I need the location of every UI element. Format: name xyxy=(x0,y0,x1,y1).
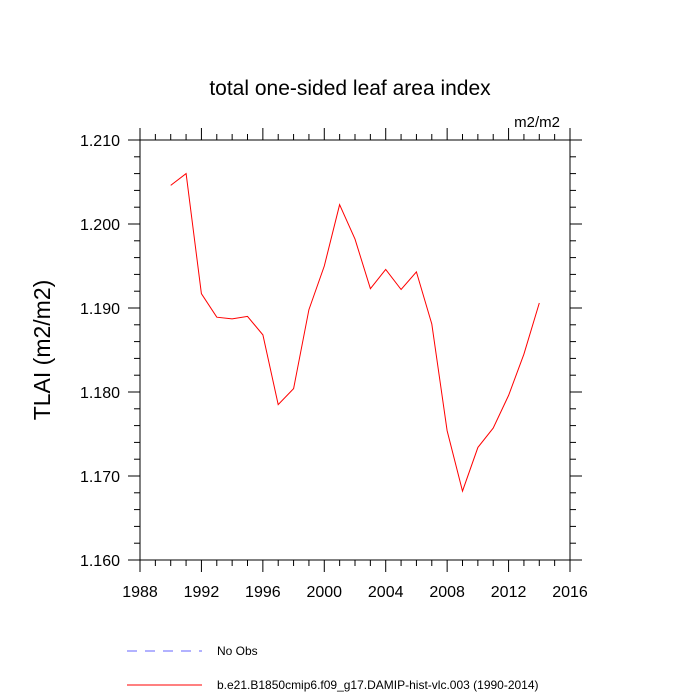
y-tick-label: 1.210 xyxy=(80,133,120,150)
units-label: m2/m2 xyxy=(514,114,560,131)
series-line xyxy=(170,172,540,493)
x-tick-label: 2016 xyxy=(552,584,588,601)
x-tick-label: 1992 xyxy=(184,584,220,601)
y-tick-label: 1.200 xyxy=(80,217,120,234)
x-tick-label: 2000 xyxy=(306,584,342,601)
y-tick-label: 1.170 xyxy=(80,469,120,486)
series-layer xyxy=(170,172,540,493)
x-tick-label: 1996 xyxy=(245,584,281,601)
x-tick-label: 2008 xyxy=(429,584,465,601)
y-tick-label: 1.160 xyxy=(80,553,120,570)
legend-label: No Obs xyxy=(217,644,258,658)
x-tick-label: 1988 xyxy=(122,584,158,601)
y-tick-label: 1.190 xyxy=(80,301,120,318)
legend-label: b.e21.B1850cmip6.f09_g17.DAMIP-hist-vlc.… xyxy=(217,678,539,692)
y-tick-label: 1.180 xyxy=(80,385,120,402)
plot-frame xyxy=(139,139,571,561)
x-tick-label: 2004 xyxy=(368,584,404,601)
axis-ticks xyxy=(128,128,582,572)
chart-title: total one-sided leaf area index xyxy=(209,77,491,100)
axis-tick-labels: 1988 1992 1996 2000 2004 2008 2012 2016 1.160 1.1… xyxy=(80,133,588,601)
x-tick-label: 2012 xyxy=(491,584,527,601)
y-axis-label: TLAI (m2/m2) xyxy=(29,280,55,421)
legend: No Obs b.e21.B1850cmip6.f09_g17.DAMIP-his… xyxy=(127,644,539,692)
